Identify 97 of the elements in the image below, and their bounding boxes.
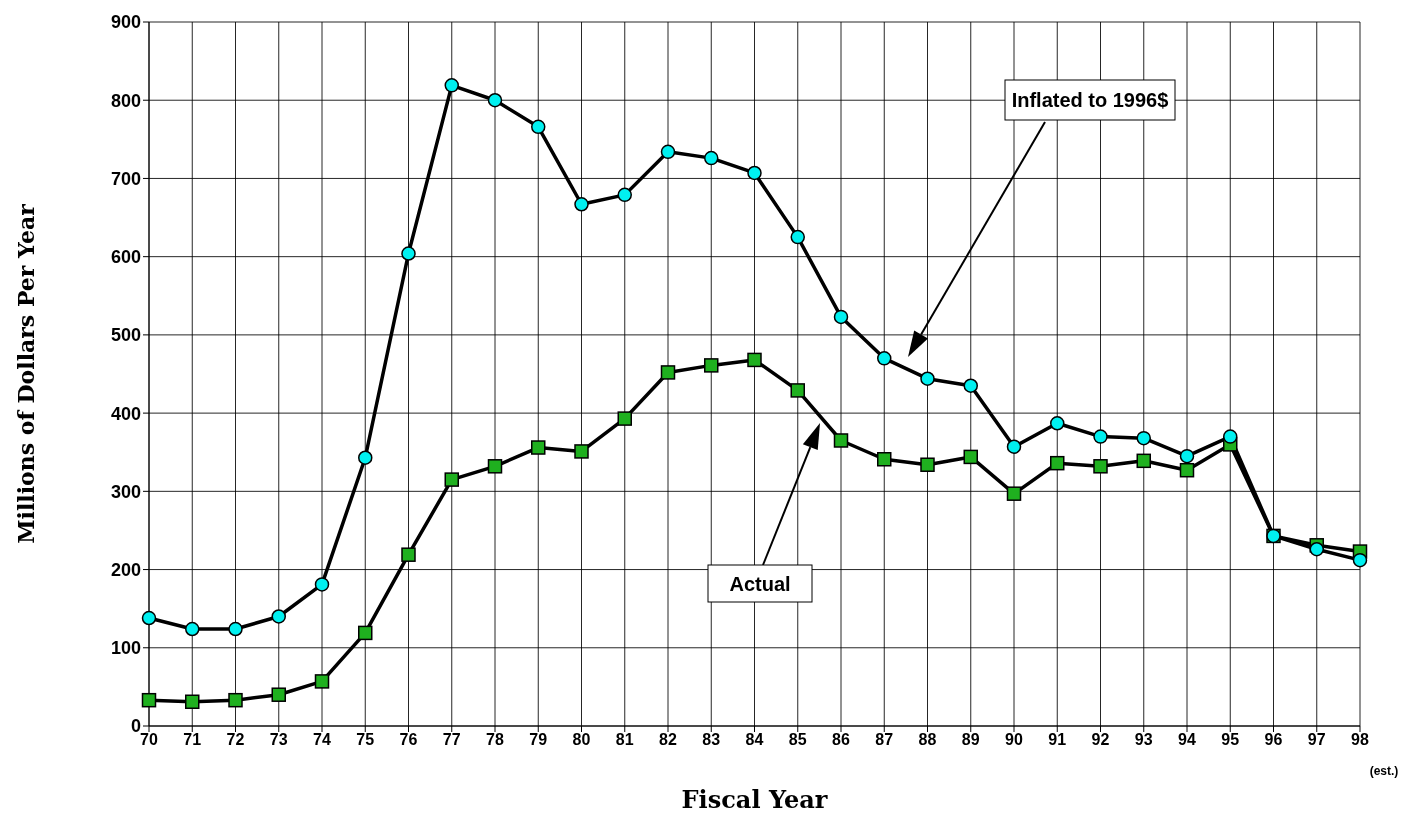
point — [1136, 430, 1151, 446]
point — [228, 621, 243, 637]
point — [487, 92, 503, 108]
x-tick-label: 71 — [183, 731, 202, 749]
point — [617, 411, 632, 426]
point — [358, 625, 373, 641]
x-tick-label: 70 — [140, 731, 158, 749]
x-tick-label: 75 — [356, 731, 375, 749]
y-axis-title: Millions of Dollars Per Year — [12, 203, 39, 544]
point — [747, 165, 762, 181]
y-tick-label: 300 — [110, 481, 141, 502]
point — [660, 144, 676, 160]
point — [358, 450, 373, 465]
point — [141, 692, 157, 708]
point — [228, 692, 243, 708]
x-tick-label: 97 — [1307, 731, 1326, 749]
point — [833, 433, 849, 448]
point — [1006, 486, 1022, 501]
point — [1050, 455, 1065, 471]
x-tick-label: 79 — [529, 731, 548, 749]
x-tick-label: 93 — [1134, 731, 1153, 749]
point — [617, 187, 632, 203]
point — [271, 687, 286, 702]
y-tick-label: 0 — [130, 716, 141, 737]
x-tick-label: 84 — [745, 731, 764, 749]
point — [574, 197, 589, 212]
x-tick-label: 76 — [399, 731, 418, 749]
point — [531, 440, 546, 455]
point — [185, 621, 200, 637]
point — [444, 472, 459, 487]
point — [877, 452, 892, 467]
point — [833, 309, 849, 325]
point — [1352, 552, 1368, 568]
text: Actual — [729, 572, 791, 595]
point — [704, 358, 719, 373]
y-tick-label: 900 — [110, 12, 141, 33]
x-tick-label: 92 — [1091, 731, 1110, 749]
point — [704, 150, 719, 166]
x-tick-label: 85 — [788, 731, 807, 749]
text: Inflated to 1996$ — [1011, 89, 1169, 111]
x-tick-label: 86 — [832, 731, 850, 749]
point — [401, 246, 416, 261]
point — [1006, 439, 1022, 454]
x-tick-label: 96 — [1264, 731, 1283, 749]
x-tick-label: 78 — [486, 731, 504, 749]
x-tick-label: 81 — [615, 731, 634, 749]
y-tick-label: 800 — [110, 90, 141, 111]
x-tick-label: 87 — [875, 731, 894, 749]
x-tick-label: 91 — [1048, 731, 1067, 749]
point — [185, 694, 200, 709]
point — [963, 449, 978, 465]
point — [1093, 459, 1108, 474]
x-axis-title: Fiscal Year — [681, 785, 828, 814]
point — [1093, 429, 1108, 444]
y-tick-label: 500 — [110, 325, 141, 346]
point — [531, 119, 546, 135]
x-tick-label: 95 — [1221, 731, 1240, 749]
x-tick-label: 94 — [1178, 731, 1196, 749]
point — [1136, 453, 1151, 469]
point — [790, 229, 805, 245]
x-tick-label: 89 — [961, 731, 980, 749]
x-tick-label: 90 — [1005, 731, 1023, 749]
y-tick-label: 600 — [110, 247, 141, 268]
x-tick-label: 73 — [269, 731, 288, 749]
x-tick-label: 83 — [702, 731, 721, 749]
x-tick-label: 82 — [659, 731, 677, 749]
point — [444, 78, 459, 93]
y-tick-label: 400 — [110, 403, 141, 424]
point — [574, 444, 589, 459]
x-tick-label: 98 — [1351, 731, 1369, 749]
y-tick-label: 100 — [110, 638, 141, 659]
point — [401, 547, 416, 562]
point — [141, 610, 157, 626]
point — [314, 674, 330, 689]
point — [1223, 429, 1238, 444]
x-tick-label: 80 — [572, 731, 591, 749]
y-tick-label: 200 — [110, 559, 141, 580]
x-tick-label: 77 — [442, 731, 461, 749]
point — [1179, 448, 1195, 464]
x-tick-label: 88 — [918, 731, 937, 749]
point — [1050, 416, 1065, 431]
point — [920, 371, 935, 386]
point — [271, 609, 286, 624]
point — [790, 383, 805, 398]
point — [1179, 462, 1195, 478]
point — [314, 577, 330, 592]
point — [963, 378, 978, 393]
y-tick-label: 700 — [110, 168, 141, 189]
point — [747, 352, 762, 368]
point — [660, 365, 676, 380]
text: (est.) — [1369, 764, 1399, 778]
point — [487, 459, 503, 474]
point — [1309, 541, 1324, 557]
x-tick-label: 74 — [313, 731, 331, 749]
point — [920, 457, 935, 472]
point — [877, 351, 892, 366]
x-tick-label: 72 — [226, 731, 245, 749]
